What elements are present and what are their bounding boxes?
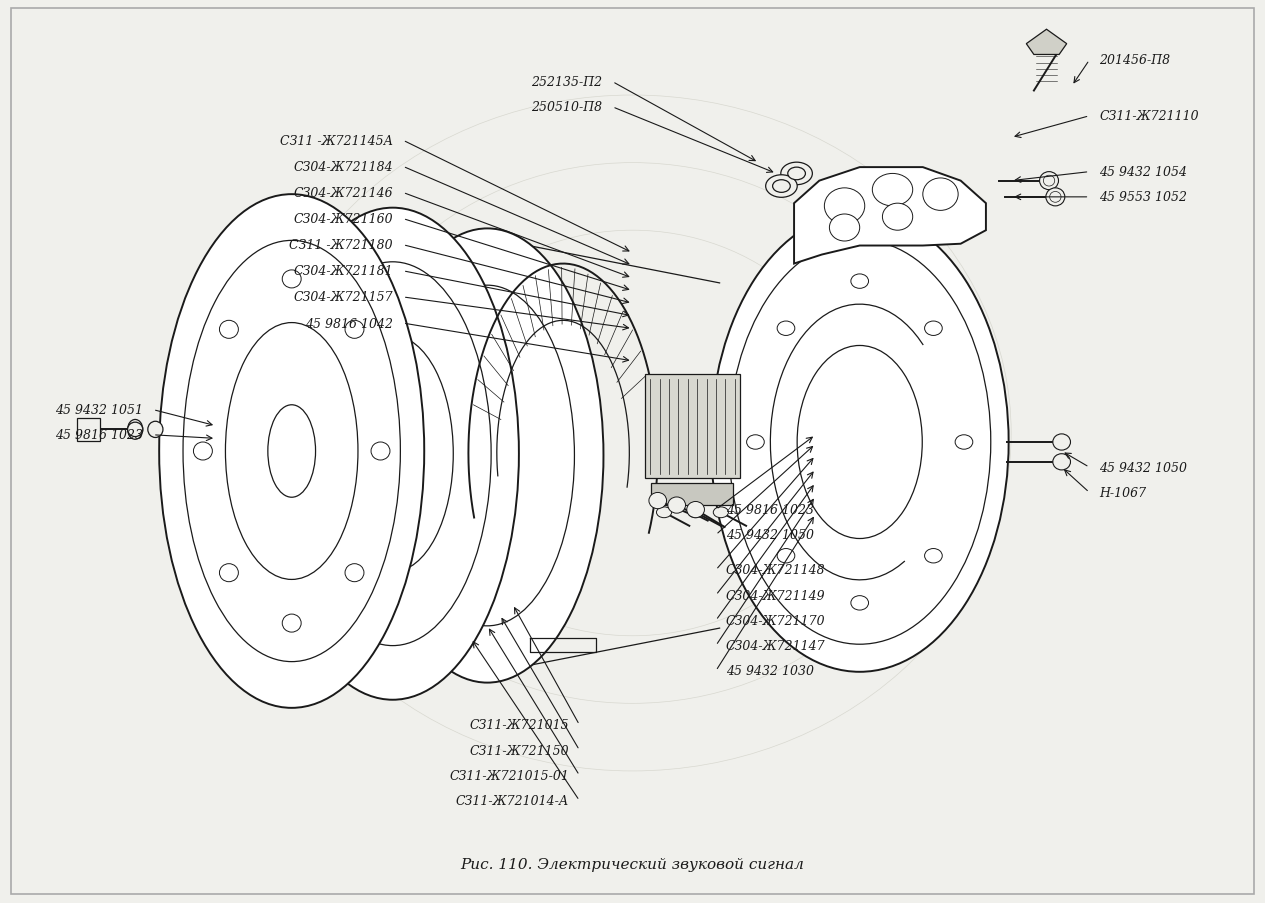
Polygon shape [794, 168, 985, 265]
Ellipse shape [1050, 192, 1061, 203]
FancyBboxPatch shape [77, 418, 100, 442]
Text: СЗ04-Ж721170: СЗ04-Ж721170 [726, 614, 826, 628]
Text: СЗ11-Ж721015-01: СЗ11-Ж721015-01 [449, 769, 569, 782]
Ellipse shape [851, 275, 869, 289]
Text: 45 9816 1042: 45 9816 1042 [305, 317, 392, 330]
Polygon shape [1026, 30, 1066, 55]
Text: СЗ04-Ж721157: СЗ04-Ж721157 [293, 291, 392, 304]
Text: 45 9432 1050: 45 9432 1050 [726, 529, 813, 542]
Text: Н-1067: Н-1067 [1099, 487, 1146, 499]
Ellipse shape [781, 163, 812, 185]
Text: 45 9432 1054: 45 9432 1054 [1099, 166, 1188, 179]
Ellipse shape [955, 435, 973, 450]
Ellipse shape [225, 323, 358, 580]
Ellipse shape [925, 549, 942, 563]
Ellipse shape [148, 422, 163, 438]
Text: Рис. 110. Электрический звуковой сигнал: Рис. 110. Электрический звуковой сигнал [460, 857, 805, 870]
Text: 45 9432 1051: 45 9432 1051 [54, 404, 143, 416]
Text: 45 9816 1023: 45 9816 1023 [54, 429, 143, 442]
Ellipse shape [773, 181, 791, 193]
Text: СЗ04-Ж721160: СЗ04-Ж721160 [293, 213, 392, 226]
Ellipse shape [711, 213, 1008, 672]
Ellipse shape [295, 263, 491, 646]
Ellipse shape [371, 442, 390, 461]
Text: 45 9432 1030: 45 9432 1030 [726, 665, 813, 677]
Ellipse shape [1046, 189, 1065, 207]
Ellipse shape [777, 549, 794, 563]
Bar [651, 483, 734, 506]
Ellipse shape [183, 241, 401, 662]
Ellipse shape [922, 179, 958, 211]
Text: СЗ04-Ж721181: СЗ04-Ж721181 [293, 265, 392, 278]
Ellipse shape [400, 286, 574, 626]
Text: СЗ04-Ж721184: СЗ04-Ж721184 [293, 161, 392, 173]
Ellipse shape [159, 195, 424, 708]
Ellipse shape [1040, 172, 1059, 191]
Ellipse shape [883, 204, 913, 231]
Ellipse shape [825, 189, 865, 225]
Text: 201456-П8: 201456-П8 [1099, 54, 1170, 68]
Ellipse shape [649, 493, 667, 509]
Ellipse shape [128, 420, 143, 440]
Text: 45 9432 1050: 45 9432 1050 [1099, 461, 1188, 474]
Ellipse shape [687, 502, 705, 518]
Ellipse shape [873, 174, 913, 207]
Text: СЗ11-Ж721150: СЗ11-Ж721150 [469, 744, 569, 757]
Ellipse shape [713, 507, 729, 518]
Text: СЗ04-Ж721148: СЗ04-Ж721148 [726, 563, 826, 577]
Ellipse shape [1052, 454, 1070, 470]
Ellipse shape [777, 321, 794, 336]
Ellipse shape [219, 564, 238, 582]
Text: СЗ11-Ж721015: СЗ11-Ж721015 [469, 719, 569, 731]
Text: СЗ11 -Ж721180: СЗ11 -Ж721180 [290, 239, 392, 252]
Text: 252135-П2: 252135-П2 [531, 76, 602, 88]
Text: 250510-П8: 250510-П8 [531, 101, 602, 114]
Ellipse shape [267, 209, 519, 700]
Ellipse shape [851, 596, 869, 610]
Text: СЗ04-Ж721147: СЗ04-Ж721147 [726, 639, 826, 653]
Ellipse shape [333, 336, 453, 573]
Bar [645, 375, 740, 479]
Ellipse shape [657, 507, 672, 518]
Text: 45 9816 1023: 45 9816 1023 [726, 504, 813, 517]
Ellipse shape [1044, 176, 1055, 187]
Ellipse shape [282, 614, 301, 632]
Text: СЗ04-Ж721146: СЗ04-Ж721146 [293, 187, 392, 200]
Ellipse shape [194, 442, 213, 461]
Ellipse shape [765, 175, 797, 198]
Ellipse shape [729, 240, 990, 645]
Ellipse shape [345, 321, 364, 339]
Ellipse shape [1052, 434, 1070, 451]
Ellipse shape [797, 346, 922, 539]
Ellipse shape [371, 229, 603, 683]
Text: СЗ04-Ж721149: СЗ04-Ж721149 [726, 589, 826, 602]
Ellipse shape [268, 405, 315, 498]
Ellipse shape [688, 507, 703, 518]
Ellipse shape [830, 215, 860, 242]
Ellipse shape [282, 271, 301, 289]
Text: 45 9553 1052: 45 9553 1052 [1099, 191, 1188, 204]
Ellipse shape [128, 423, 143, 437]
Ellipse shape [219, 321, 238, 339]
Text: СЗ11-Ж721110: СЗ11-Ж721110 [1099, 110, 1199, 123]
Text: СЗ11-Ж721014-А: СЗ11-Ж721014-А [455, 795, 569, 807]
Ellipse shape [788, 168, 806, 181]
Ellipse shape [345, 564, 364, 582]
Ellipse shape [668, 498, 686, 514]
Text: СЗ11 -Ж721145А: СЗ11 -Ж721145А [280, 135, 392, 147]
Ellipse shape [925, 321, 942, 336]
Ellipse shape [746, 435, 764, 450]
